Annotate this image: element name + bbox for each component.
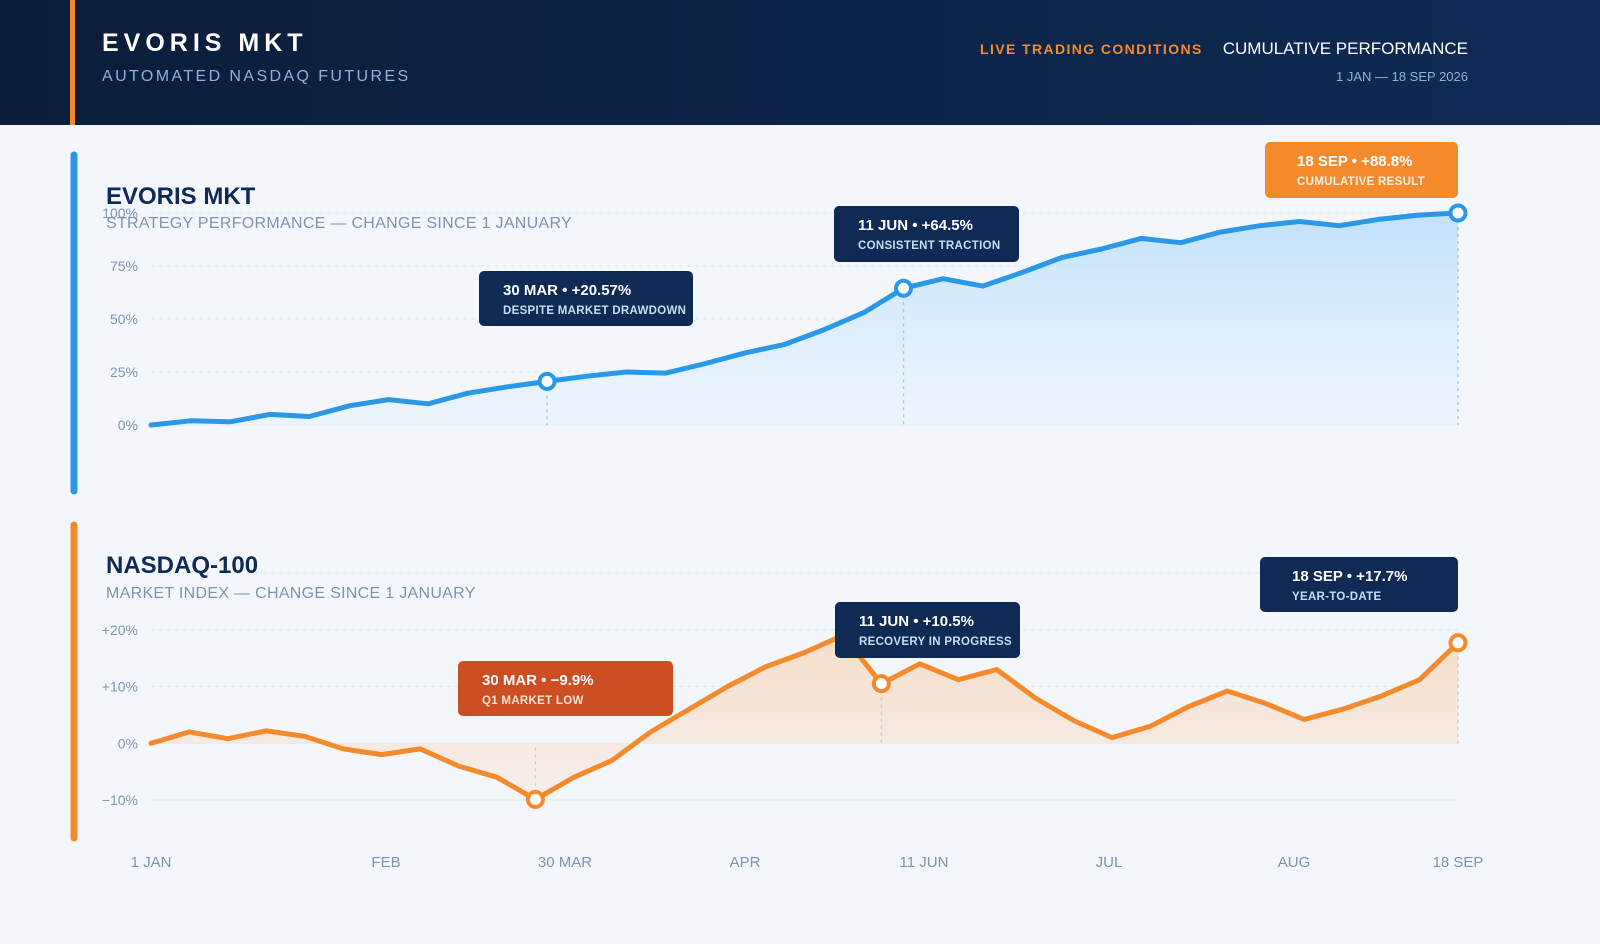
annotation-callout: 11 JUN • +64.5% CONSISTENT TRACTION (834, 206, 1019, 262)
annotation-marker (1448, 633, 1468, 653)
chart-subtitle: STRATEGY PERFORMANCE — CHANGE SINCE 1 JA… (106, 215, 572, 232)
header-accent-bar (70, 0, 75, 125)
x-tick-label: APR (730, 854, 761, 871)
annotation-label: 30 MAR • +20.57% (503, 282, 631, 299)
brand-title: EVORIS MKT (102, 29, 308, 57)
annotation-marker (894, 278, 914, 298)
series-area (151, 213, 1458, 425)
annotation-note: RECOVERY IN PROGRESS (859, 636, 1012, 648)
annotation-note: YEAR-TO-DATE (1292, 591, 1381, 603)
annotation-box (834, 206, 1019, 262)
date-range: 1 JAN — 18 SEP 2026 (1335, 69, 1468, 84)
x-tick-label: FEB (371, 854, 400, 871)
performance-title: CUMULATIVE PERFORMANCE (1222, 39, 1468, 58)
annotation-marker (1448, 203, 1468, 223)
annotation-box (479, 271, 693, 326)
x-axis: 1 JAN FEB 30 MAR APR 11 JUN JUL AUG 18 SEP (131, 854, 1484, 871)
annotation-note: CONSISTENT TRACTION (858, 240, 1000, 252)
y-tick-label: −10% (102, 792, 138, 808)
annotation-label: 30 MAR • −9.9% (482, 672, 594, 689)
x-tick-label: 11 JUN (900, 854, 949, 871)
annotation-marker (871, 674, 891, 694)
annotation-label: 11 JUN • +64.5% (858, 217, 973, 234)
y-tick-label: 100% (102, 205, 138, 221)
annotation-label: 18 SEP • +17.7% (1292, 568, 1407, 585)
x-tick-label: 1 JAN (131, 854, 172, 871)
annotation-box (458, 661, 673, 716)
annotation-box (1260, 557, 1458, 612)
annotation-callout: 11 JUN • +10.5% RECOVERY IN PROGRESS (835, 602, 1020, 658)
y-tick-label: +20% (102, 622, 138, 638)
y-tick-label: 50% (110, 311, 138, 327)
series-line (148, 210, 1461, 428)
brand-subtitle: AUTOMATED NASDAQ FUTURES (102, 68, 411, 85)
series-area (151, 635, 1458, 800)
y-tick-label: 75% (110, 258, 138, 274)
annotation-callout: 30 MAR • +20.57% DESPITE MARKET DRAWDOWN (479, 271, 693, 326)
annotation-marker (525, 789, 545, 809)
y-tick-label: 0% (118, 417, 138, 433)
chart-subtitle: MARKET INDEX — CHANGE SINCE 1 JANUARY (106, 585, 476, 602)
series-line (148, 632, 1461, 802)
x-tick-label: JUL (1096, 854, 1123, 871)
annotation-box (835, 602, 1020, 658)
annotation-box (1265, 142, 1458, 198)
annotation-callout: 30 MAR • −9.9% Q1 MARKET LOW (458, 661, 673, 716)
annotation-label: 11 JUN • +10.5% (859, 613, 974, 630)
annotation-note: DESPITE MARKET DRAWDOWN (503, 305, 686, 317)
x-tick-label: 18 SEP (1433, 854, 1484, 871)
live-trading-label: LIVE TRADING CONDITIONS (980, 41, 1203, 57)
x-tick-label: AUG (1278, 854, 1311, 871)
chart-title: EVORIS MKT (106, 183, 256, 210)
x-tick-label: 30 MAR (538, 854, 592, 871)
y-tick-label: 25% (110, 364, 138, 380)
annotation-note: CUMULATIVE RESULT (1297, 176, 1425, 188)
annotation-note: Q1 MARKET LOW (482, 695, 584, 707)
header-banner: EVORIS MKT AUTOMATED NASDAQ FUTURES LIVE… (0, 0, 1600, 125)
annotation-label: 18 SEP • +88.8% (1297, 153, 1412, 170)
index-chart-panel: −10% 0% +10% +20% NASDAQ-100 MARKET INDEX — C… (70, 521, 1468, 842)
chart-title: NASDAQ-100 (106, 552, 258, 579)
y-tick-label: 0% (118, 735, 138, 751)
annotation-callout: 18 SEP • +17.7% YEAR-TO-DATE (1260, 557, 1458, 612)
annotation-marker (537, 371, 557, 391)
annotation-callout: 18 SEP • +88.8% CUMULATIVE RESULT (1265, 142, 1458, 198)
y-tick-label: +10% (102, 679, 138, 695)
strategy-chart-panel: 0% 25% 50% 75% 100%EVORIS MKT STRATEGY PERFOR… (70, 142, 1468, 495)
